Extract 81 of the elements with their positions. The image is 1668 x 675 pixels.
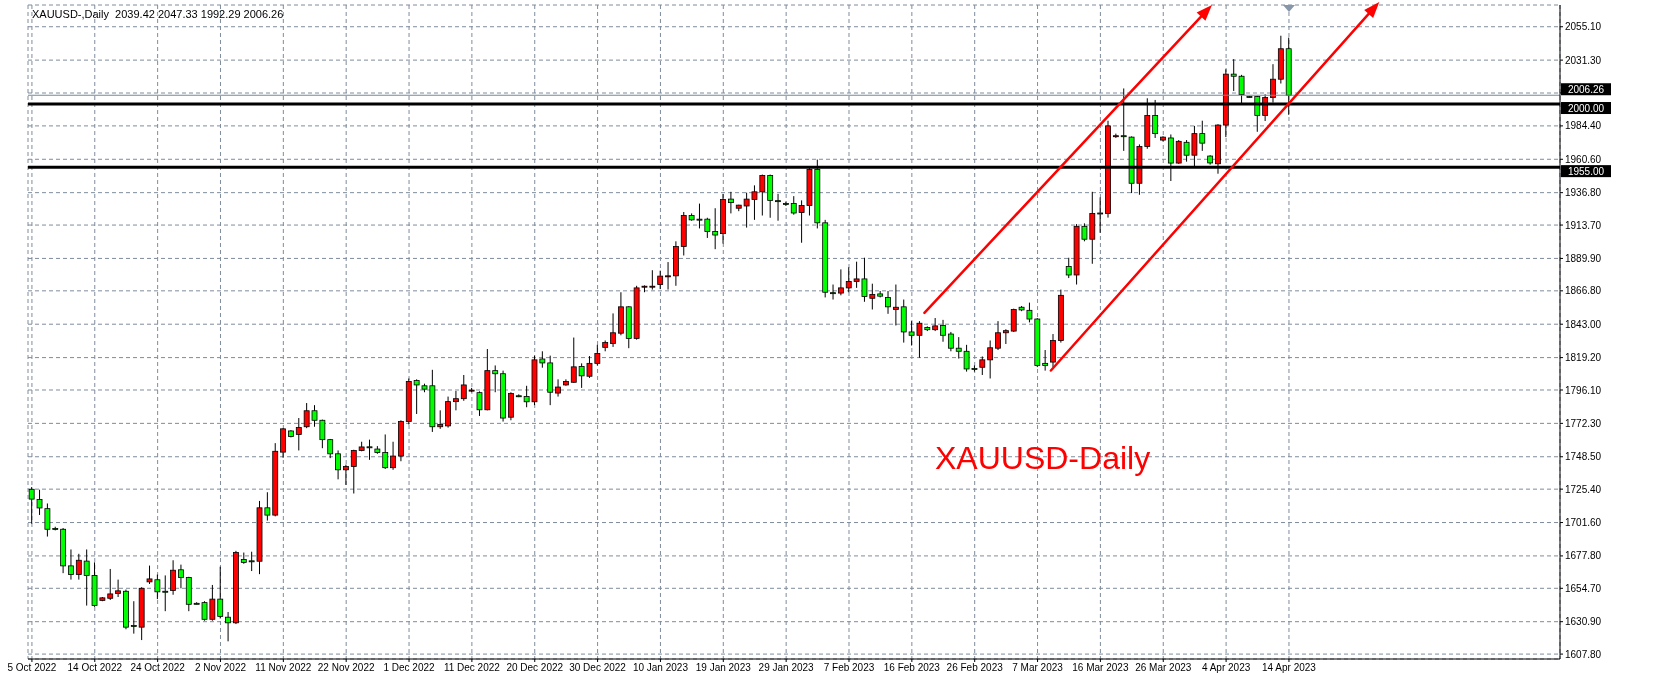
x-tick-label: 11 Nov 2022 xyxy=(255,662,312,674)
candlestick xyxy=(775,193,781,222)
candlestick xyxy=(1050,333,1056,368)
candlestick xyxy=(837,268,844,296)
candlestick xyxy=(665,261,671,291)
candlestick xyxy=(130,600,137,635)
y-tick-label: 1843.00 xyxy=(1565,318,1602,330)
x-tick-label: 16 Feb 2023 xyxy=(883,662,941,674)
x-tick-label: 5 Oct 2022 xyxy=(7,662,57,674)
candlestick xyxy=(280,427,286,459)
candlestick xyxy=(170,559,176,596)
candlestick xyxy=(225,611,231,642)
candlestick xyxy=(453,390,459,411)
x-tick-label: 4 Apr 2023 xyxy=(1201,662,1251,674)
y-tick-label: 1677.80 xyxy=(1565,550,1602,562)
y-tick-label: 1913.70 xyxy=(1565,219,1602,231)
candlestick xyxy=(335,449,341,480)
y-tick-label: 1936.80 xyxy=(1565,187,1602,199)
x-tick-label: 30 Dec 2022 xyxy=(569,662,627,674)
y-tick-label: 1748.50 xyxy=(1565,451,1602,463)
candlestick xyxy=(885,290,891,315)
y-tick-label: 1819.20 xyxy=(1565,352,1602,364)
candlestick xyxy=(508,391,514,421)
y-tick-label: 2031.30 xyxy=(1565,54,1602,66)
x-tick-label: 24 Oct 2022 xyxy=(130,662,186,674)
candlestick xyxy=(1042,349,1049,372)
x-tick-label: 11 Dec 2022 xyxy=(443,662,501,674)
candlestick xyxy=(979,355,986,376)
ref-line-label: 1955.00 xyxy=(1567,166,1605,178)
x-tick-label: 2 Nov 2022 xyxy=(194,662,247,674)
candlestick xyxy=(987,339,994,379)
x-tick-label: 26 Feb 2023 xyxy=(946,662,1004,674)
annotation: XAUUSD-Daily xyxy=(935,440,1151,477)
y-tick-label: 1630.90 xyxy=(1565,616,1602,628)
candlestick xyxy=(782,201,789,207)
x-tick-label: 7 Feb 2023 xyxy=(823,662,875,674)
y-tick-label: 1654.70 xyxy=(1565,582,1602,594)
candlestick xyxy=(68,548,74,581)
x-tick-label: 19 Jan 2023 xyxy=(695,662,752,674)
candlestick xyxy=(178,564,184,589)
x-tick-label: 1 Dec 2022 xyxy=(383,662,436,674)
candlestick xyxy=(555,378,561,398)
x-tick-label: 14 Apr 2023 xyxy=(1261,662,1317,674)
candlestick xyxy=(390,441,396,471)
candlestick xyxy=(712,207,719,250)
x-tick-label: 26 Mar 2023 xyxy=(1135,662,1192,674)
candlestick xyxy=(940,319,946,343)
y-tick-label: 1607.80 xyxy=(1565,648,1602,660)
y-tick-label: 1889.90 xyxy=(1565,252,1602,264)
x-tick-label: 29 Jan 2023 xyxy=(758,662,815,674)
x-tick-label: 22 Nov 2022 xyxy=(317,662,375,674)
y-tick-label: 1772.30 xyxy=(1565,417,1602,429)
candlestick xyxy=(1112,133,1119,139)
y-tick-label: 1960.60 xyxy=(1565,153,1602,165)
x-tick-label: 10 Jan 2023 xyxy=(632,662,689,674)
candlestick xyxy=(728,191,734,214)
candlestick xyxy=(657,270,664,290)
candlestick xyxy=(947,331,954,352)
x-tick-label: 16 Mar 2023 xyxy=(1072,662,1129,674)
candlestick xyxy=(1097,196,1104,234)
y-tick-label: 1984.40 xyxy=(1565,120,1602,132)
candlestick xyxy=(295,417,302,451)
candlestick xyxy=(610,312,616,348)
y-tick-label: 1796.10 xyxy=(1565,384,1602,396)
candlestick xyxy=(892,284,899,326)
ref-line-label: 2006.26 xyxy=(1567,84,1605,96)
y-tick-label: 1866.80 xyxy=(1565,285,1602,297)
y-tick-label: 1701.60 xyxy=(1565,517,1602,529)
candlestick xyxy=(830,284,836,301)
candlestick xyxy=(1002,328,1009,345)
x-tick-label: 20 Dec 2022 xyxy=(506,662,564,674)
candlestick xyxy=(995,320,1001,351)
candlestick xyxy=(75,553,82,581)
candlestick xyxy=(115,579,121,598)
candlestick xyxy=(343,464,349,486)
ref-line-label: 2000.00 xyxy=(1567,103,1605,115)
x-tick-label: 14 Oct 2022 xyxy=(67,662,123,674)
chart-title: XAUUSD-,Daily 2039.42 2047.33 1992.29 2006.26 xyxy=(32,8,284,20)
y-tick-label: 1725.40 xyxy=(1565,483,1602,495)
x-tick-label: 7 Mar 2023 xyxy=(1012,662,1064,674)
y-tick-label: 2055.10 xyxy=(1565,21,1602,33)
